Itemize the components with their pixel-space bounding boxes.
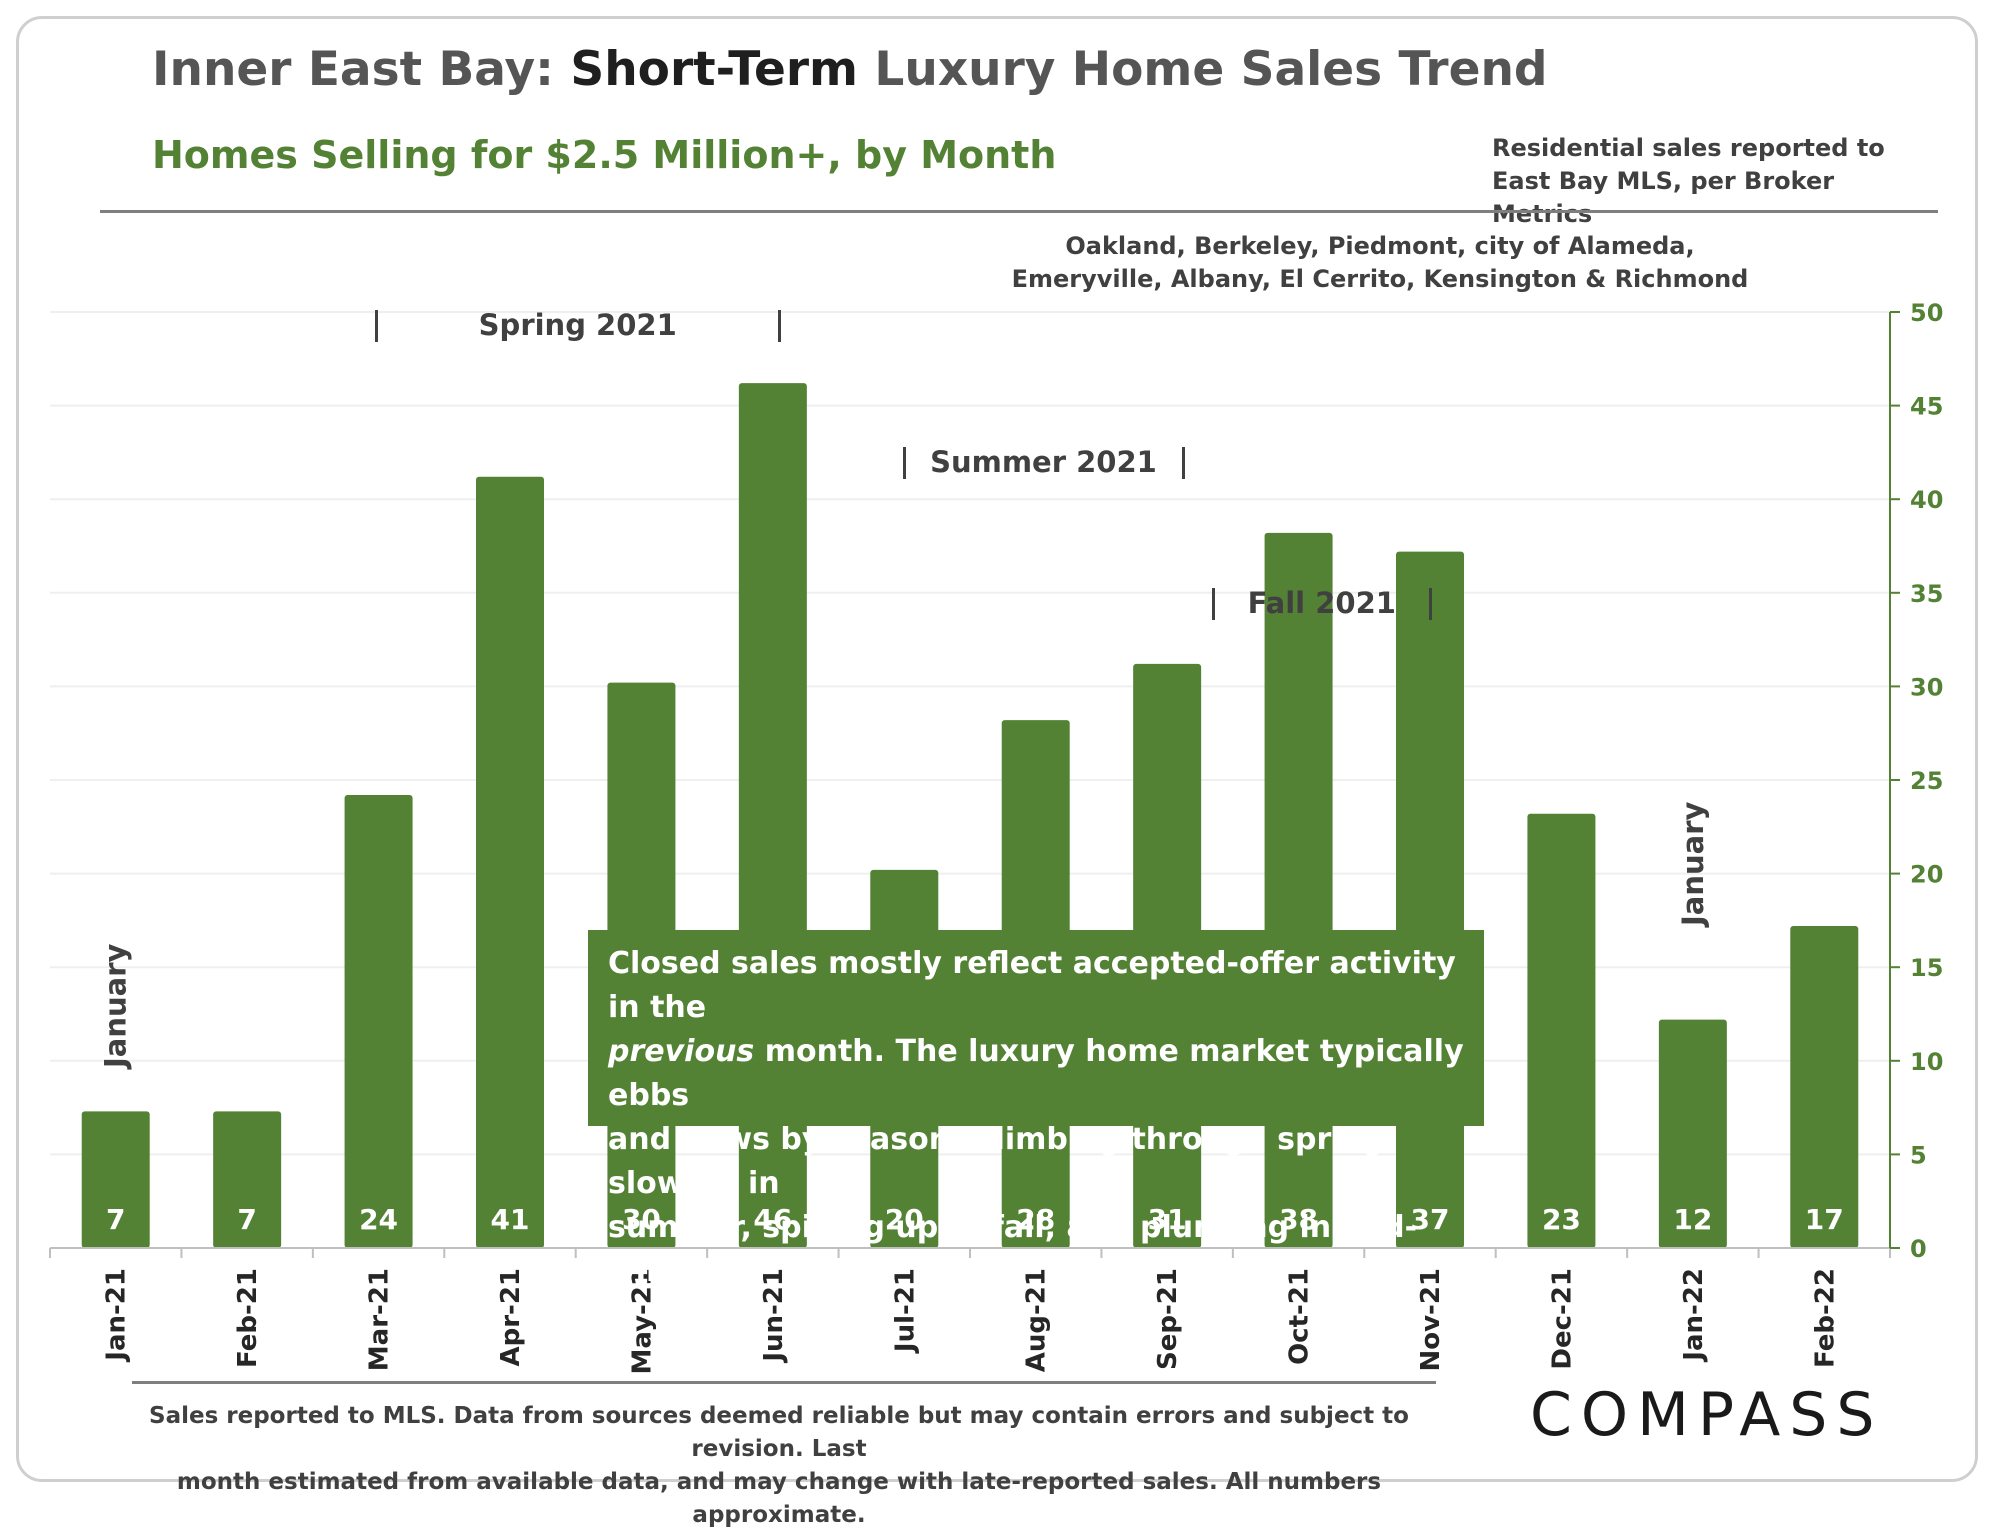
footer-note-line1: Sales reported to MLS. Data from sources… <box>149 1403 1409 1462</box>
season-bracket-tick <box>374 310 378 342</box>
compass-logo: COMPASS <box>1530 1380 1884 1450</box>
region-note: Oakland, Berkeley, Piedmont, city of Ala… <box>1000 230 1760 296</box>
title-prefix: Inner East Bay: <box>152 42 571 97</box>
x-tick-label: May-21 <box>627 1268 657 1375</box>
x-tick-label: Apr-21 <box>496 1268 526 1367</box>
y-tick-label: 35 <box>1910 580 1943 608</box>
callout-line1: Closed sales mostly reflect accepted-off… <box>608 946 1456 1025</box>
season-label: Summer 2021 <box>930 445 1157 479</box>
region-note-line2: Emeryville, Albany, El Cerrito, Kensingt… <box>1011 265 1749 293</box>
title-strong: Short-Term <box>570 42 859 97</box>
x-tick-label: Dec-21 <box>1547 1268 1577 1370</box>
callout-line2-rest: month. The luxury home market typically … <box>608 1034 1464 1113</box>
bar-value-label: 38 <box>1279 1203 1318 1236</box>
bar <box>1790 926 1859 1248</box>
bar-value-label: 41 <box>491 1203 530 1236</box>
x-tick-label: Jun-21 <box>759 1268 789 1364</box>
bar-value-label: 23 <box>1542 1203 1581 1236</box>
y-tick-label: 40 <box>1910 486 1943 514</box>
y-tick-label: 10 <box>1910 1048 1943 1076</box>
top-divider <box>100 210 1938 213</box>
bar-value-label: 24 <box>359 1203 398 1236</box>
season-bracket-tick <box>1212 588 1216 620</box>
chart-title: Inner East Bay: Short-Term Luxury Home S… <box>152 42 1548 97</box>
x-tick-label: Jan-22 <box>1679 1268 1709 1363</box>
bar-value-label: 46 <box>753 1203 792 1236</box>
x-tick-label: Sep-21 <box>1153 1268 1183 1370</box>
bar-value-label: 37 <box>1411 1203 1450 1236</box>
bar-value-label: 30 <box>622 1203 661 1236</box>
bar <box>344 794 413 1248</box>
bar <box>1527 813 1596 1248</box>
season-bracket-tick <box>1181 447 1185 479</box>
y-tick-label: 30 <box>1910 673 1943 701</box>
y-tick-label: 20 <box>1910 861 1943 889</box>
x-tick-label: Nov-21 <box>1416 1268 1446 1372</box>
season-label: Fall 2021 <box>1247 586 1396 620</box>
january-marker: January <box>99 943 133 1070</box>
y-tick-label: 25 <box>1910 767 1943 795</box>
bar-value-label: 17 <box>1805 1203 1844 1236</box>
y-tick-label: 50 <box>1910 299 1943 327</box>
bar-value-label: 7 <box>237 1203 256 1236</box>
y-tick-label: 45 <box>1910 393 1943 421</box>
season-bracket-tick <box>1429 588 1432 620</box>
callout-emphasis: previous <box>608 1034 755 1069</box>
january-marker: January <box>1676 801 1710 928</box>
bar-value-label: 28 <box>1016 1203 1055 1236</box>
bar-value-label: 12 <box>1673 1203 1712 1236</box>
chart-frame <box>16 16 1978 1482</box>
bar-value-label: 31 <box>1148 1203 1187 1236</box>
x-tick-label: Feb-21 <box>233 1268 263 1368</box>
y-tick-label: 15 <box>1910 954 1943 982</box>
y-tick-label: 5 <box>1910 1141 1927 1169</box>
title-suffix: Luxury Home Sales Trend <box>858 42 1548 97</box>
season-bracket-tick <box>903 447 907 479</box>
chart-subtitle: Homes Selling for $2.5 Million+, by Mont… <box>152 133 1057 177</box>
region-note-line1: Oakland, Berkeley, Piedmont, city of Ala… <box>1065 232 1695 260</box>
footer-note-line2: month estimated from available data, and… <box>176 1469 1382 1528</box>
callout-box: Closed sales mostly reflect accepted-off… <box>588 930 1484 1289</box>
x-tick-label: Feb-22 <box>1810 1268 1840 1368</box>
callout-line3: and flows by season: Climbing through sp… <box>608 1122 1396 1201</box>
bottom-divider <box>132 1381 1436 1384</box>
x-tick-label: Mar-21 <box>365 1268 395 1371</box>
bar <box>81 1111 150 1248</box>
callout-line4: summer, spiking up in fall, and plunging… <box>608 1210 1418 1289</box>
x-tick-label: Jul-21 <box>890 1268 920 1354</box>
bar-value-label: 20 <box>885 1203 924 1236</box>
season-label: Spring 2021 <box>478 308 677 342</box>
bar <box>213 1111 282 1248</box>
footer-note: Sales reported to MLS. Data from sources… <box>120 1400 1438 1532</box>
source-note: Residential sales reported to East Bay M… <box>1492 134 1885 228</box>
x-tick-label: Aug-21 <box>1022 1268 1052 1372</box>
x-tick-label: Oct-21 <box>1285 1268 1315 1365</box>
bar <box>476 476 544 1249</box>
bar-value-label: 7 <box>106 1203 125 1236</box>
callout-line2: previous month. The luxury home market t… <box>608 1030 1464 1118</box>
y-tick-label: 0 <box>1910 1235 1927 1263</box>
bar <box>1658 1019 1727 1248</box>
season-bracket-tick <box>778 310 782 342</box>
x-tick-label: Jan-21 <box>102 1268 132 1363</box>
